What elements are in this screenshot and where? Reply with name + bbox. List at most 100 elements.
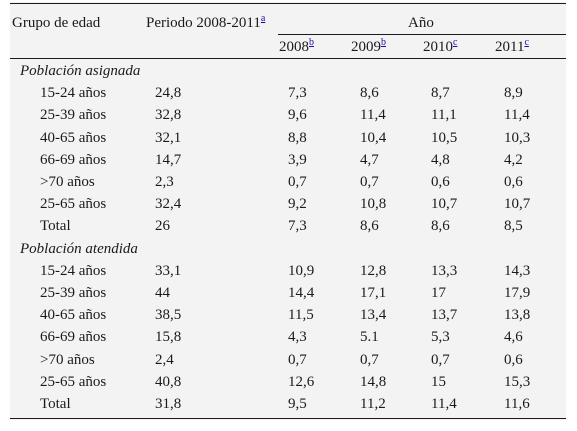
section-title: Población atendida: [20, 240, 138, 257]
bottom-rule: [10, 418, 566, 419]
cell-y2010: 11,4: [431, 396, 457, 412]
cell-group: 15-24 años: [40, 85, 107, 102]
note-link-2008[interactable]: b: [309, 37, 314, 48]
cell-y2008: 0,7: [288, 351, 307, 368]
cell-group: 40-65 años: [40, 307, 107, 324]
cell-y2009: 4,7: [360, 151, 379, 168]
cell-y2011: 0,6: [504, 351, 523, 368]
cell-group: 15-24 años: [40, 262, 107, 279]
header-year: Año: [408, 15, 434, 31]
cell-period: 26: [155, 218, 170, 235]
data-table: Grupo de edad Periodo 2008-2011a Año 200…: [10, 2, 566, 420]
header-year-2010: 2010c: [423, 37, 458, 56]
cell-y2008: 9,6: [288, 107, 307, 124]
cell-period: 32,8: [155, 107, 182, 124]
header-year-2011: 2011c: [495, 37, 529, 56]
cell-y2008: 8,8: [288, 129, 307, 146]
cell-period: 24,8: [155, 85, 182, 102]
cell-group: 25-65 años: [40, 196, 107, 213]
cell-y2010: 10,7: [431, 196, 458, 213]
cell-group: 25-65 años: [40, 373, 107, 390]
cell-y2011: 11,6: [504, 396, 530, 412]
cell-y2011: 10,7: [504, 196, 531, 213]
cell-y2008: 0,7: [288, 174, 307, 190]
cell-y2011: 17,9: [504, 285, 531, 301]
cell-y2010: 8,6: [431, 218, 450, 235]
note-link-2011[interactable]: c: [524, 37, 529, 48]
cell-y2011: 4,2: [504, 151, 523, 168]
cell-y2009: 11,4: [360, 107, 386, 124]
cell-y2010: 11,1: [431, 107, 457, 124]
cell-y2008: 7,3: [288, 218, 307, 235]
cell-group: 40-65 años: [40, 129, 107, 146]
cell-group: >70 años: [40, 174, 95, 190]
cell-y2008: 9,2: [288, 196, 307, 213]
cell-period: 2,3: [155, 174, 174, 190]
cell-group: 25-39 años: [40, 107, 107, 124]
cell-period: 32,4: [155, 196, 182, 213]
header-group: Grupo de edad: [12, 15, 101, 31]
header-period: Periodo 2008-2011a: [146, 14, 265, 32]
cell-group: 66-69 años: [40, 329, 107, 346]
header-period-label: Periodo 2008-2011: [146, 15, 261, 31]
cell-y2009: 0,7: [360, 351, 379, 368]
cell-y2009: 11,2: [360, 396, 386, 412]
cell-y2011: 11,4: [504, 107, 530, 124]
header-year-2008: 2008b: [279, 37, 314, 56]
cell-y2010: 13,7: [431, 307, 458, 324]
cell-y2009: 0,7: [360, 174, 379, 190]
cell-y2008: 7,3: [288, 85, 307, 102]
cell-period: 33,1: [155, 262, 182, 279]
cell-y2011: 8,5: [504, 218, 523, 235]
section-title: Población asignada: [20, 63, 141, 79]
cell-y2009: 12,8: [360, 262, 387, 279]
cell-y2008: 9,5: [288, 396, 307, 412]
cell-period: 15,8: [155, 329, 182, 346]
cell-group: 66-69 años: [40, 151, 107, 168]
header-bottom-rule: [10, 58, 566, 59]
cell-y2009: 8,6: [360, 218, 379, 235]
cell-y2011: 4,6: [504, 329, 523, 346]
cell-group: Total: [40, 396, 71, 412]
cell-y2010: 0,6: [431, 174, 450, 190]
cell-y2010: 10,5: [431, 129, 458, 146]
cell-y2010: 17: [431, 285, 446, 301]
cell-y2011: 13,8: [504, 307, 531, 324]
cell-group: Total: [40, 218, 71, 235]
cell-y2009: 14,8: [360, 373, 387, 390]
cell-y2008: 12,6: [288, 373, 315, 390]
cell-y2011: 8,9: [504, 85, 523, 102]
top-rule: [10, 3, 566, 4]
year-rule: [278, 34, 566, 35]
cell-y2008: 11,5: [288, 307, 314, 324]
cell-group: 25-39 años: [40, 285, 107, 301]
cell-y2010: 8,7: [431, 85, 450, 102]
cell-y2010: 5,3: [431, 329, 450, 346]
cell-y2009: 10,4: [360, 129, 387, 146]
cell-period: 14,7: [155, 151, 182, 168]
header-year-2009: 2009b: [351, 37, 386, 56]
cell-period: 2,4: [155, 351, 174, 368]
cell-period: 32,1: [155, 129, 182, 146]
cell-y2009: 5.1: [360, 329, 379, 346]
cell-y2008: 3,9: [288, 151, 307, 168]
cell-y2010: 0,7: [431, 351, 450, 368]
cell-group: >70 años: [40, 351, 95, 368]
note-link-2009[interactable]: b: [381, 37, 386, 48]
header-period-note-link[interactable]: a: [260, 13, 266, 24]
cell-y2008: 14,4: [288, 285, 315, 301]
cell-y2009: 10,8: [360, 196, 387, 213]
cell-y2011: 0,6: [504, 174, 523, 190]
cell-y2009: 13,4: [360, 307, 387, 324]
cell-y2010: 4,8: [431, 151, 450, 168]
cell-y2011: 10,3: [504, 129, 531, 146]
cell-period: 40,8: [155, 373, 182, 390]
cell-y2011: 14,3: [504, 262, 531, 279]
cell-period: 31,8: [155, 396, 182, 412]
note-link-2010[interactable]: c: [453, 37, 458, 48]
cell-y2009: 17,1: [360, 285, 387, 301]
cell-y2008: 4,3: [288, 329, 307, 346]
cell-period: 38,5: [155, 307, 182, 324]
cell-y2009: 8,6: [360, 85, 379, 102]
cell-y2008: 10,9: [288, 262, 315, 279]
